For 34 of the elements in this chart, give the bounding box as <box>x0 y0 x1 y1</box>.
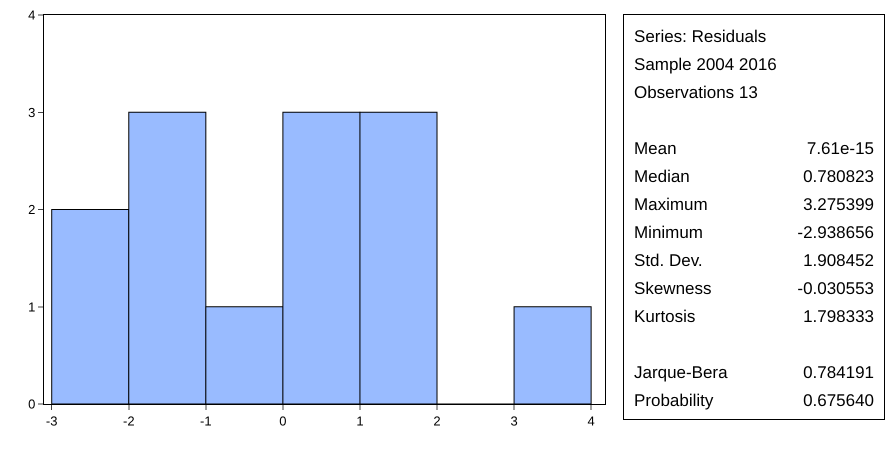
x-tick-label: 2 <box>433 414 441 429</box>
x-tick-label: -2 <box>122 414 135 429</box>
category-label: Skewness <box>634 278 712 300</box>
y-tick-label: 3 <box>28 104 36 120</box>
y-tick-label: 1 <box>28 299 36 314</box>
text: 7.61e-15 <box>806 139 874 158</box>
category-label: Jarque-Bera <box>634 362 728 384</box>
text: Sample 2004 2016 <box>634 54 777 76</box>
x-tick-label: 3 <box>510 414 518 429</box>
category-label: Minimum <box>634 222 703 244</box>
text: Observations 13 <box>634 82 758 104</box>
text: 1.908452 <box>803 251 874 270</box>
x-tick-label: 4 <box>588 414 595 429</box>
y-tick-label: 2 <box>28 202 36 218</box>
text: 3.275399 <box>803 195 874 214</box>
x-tick-label: 1 <box>356 414 364 429</box>
x-tick-label: -3 <box>46 414 58 429</box>
y-tick-label: 0 <box>28 396 36 412</box>
text: 1.798333 <box>803 307 874 326</box>
text: 0.675640 <box>803 391 874 410</box>
text: 0.780823 <box>803 167 874 186</box>
category-label: Probability <box>634 390 714 412</box>
category-label: Median <box>634 166 690 188</box>
category-label: Mean <box>634 138 677 160</box>
text: -0.030553 <box>797 279 874 298</box>
text: Series: Residuals <box>634 26 766 48</box>
x-tick-label: -1 <box>200 414 212 429</box>
category-label: Std. Dev. <box>634 250 703 272</box>
text: -2.938656 <box>797 223 874 242</box>
y-tick-label: 4 <box>28 8 36 23</box>
text: 0.784191 <box>803 363 874 382</box>
category-label: Maximum <box>634 194 708 216</box>
x-tick-label: 0 <box>279 414 287 429</box>
category-label: Kurtosis <box>634 306 696 328</box>
